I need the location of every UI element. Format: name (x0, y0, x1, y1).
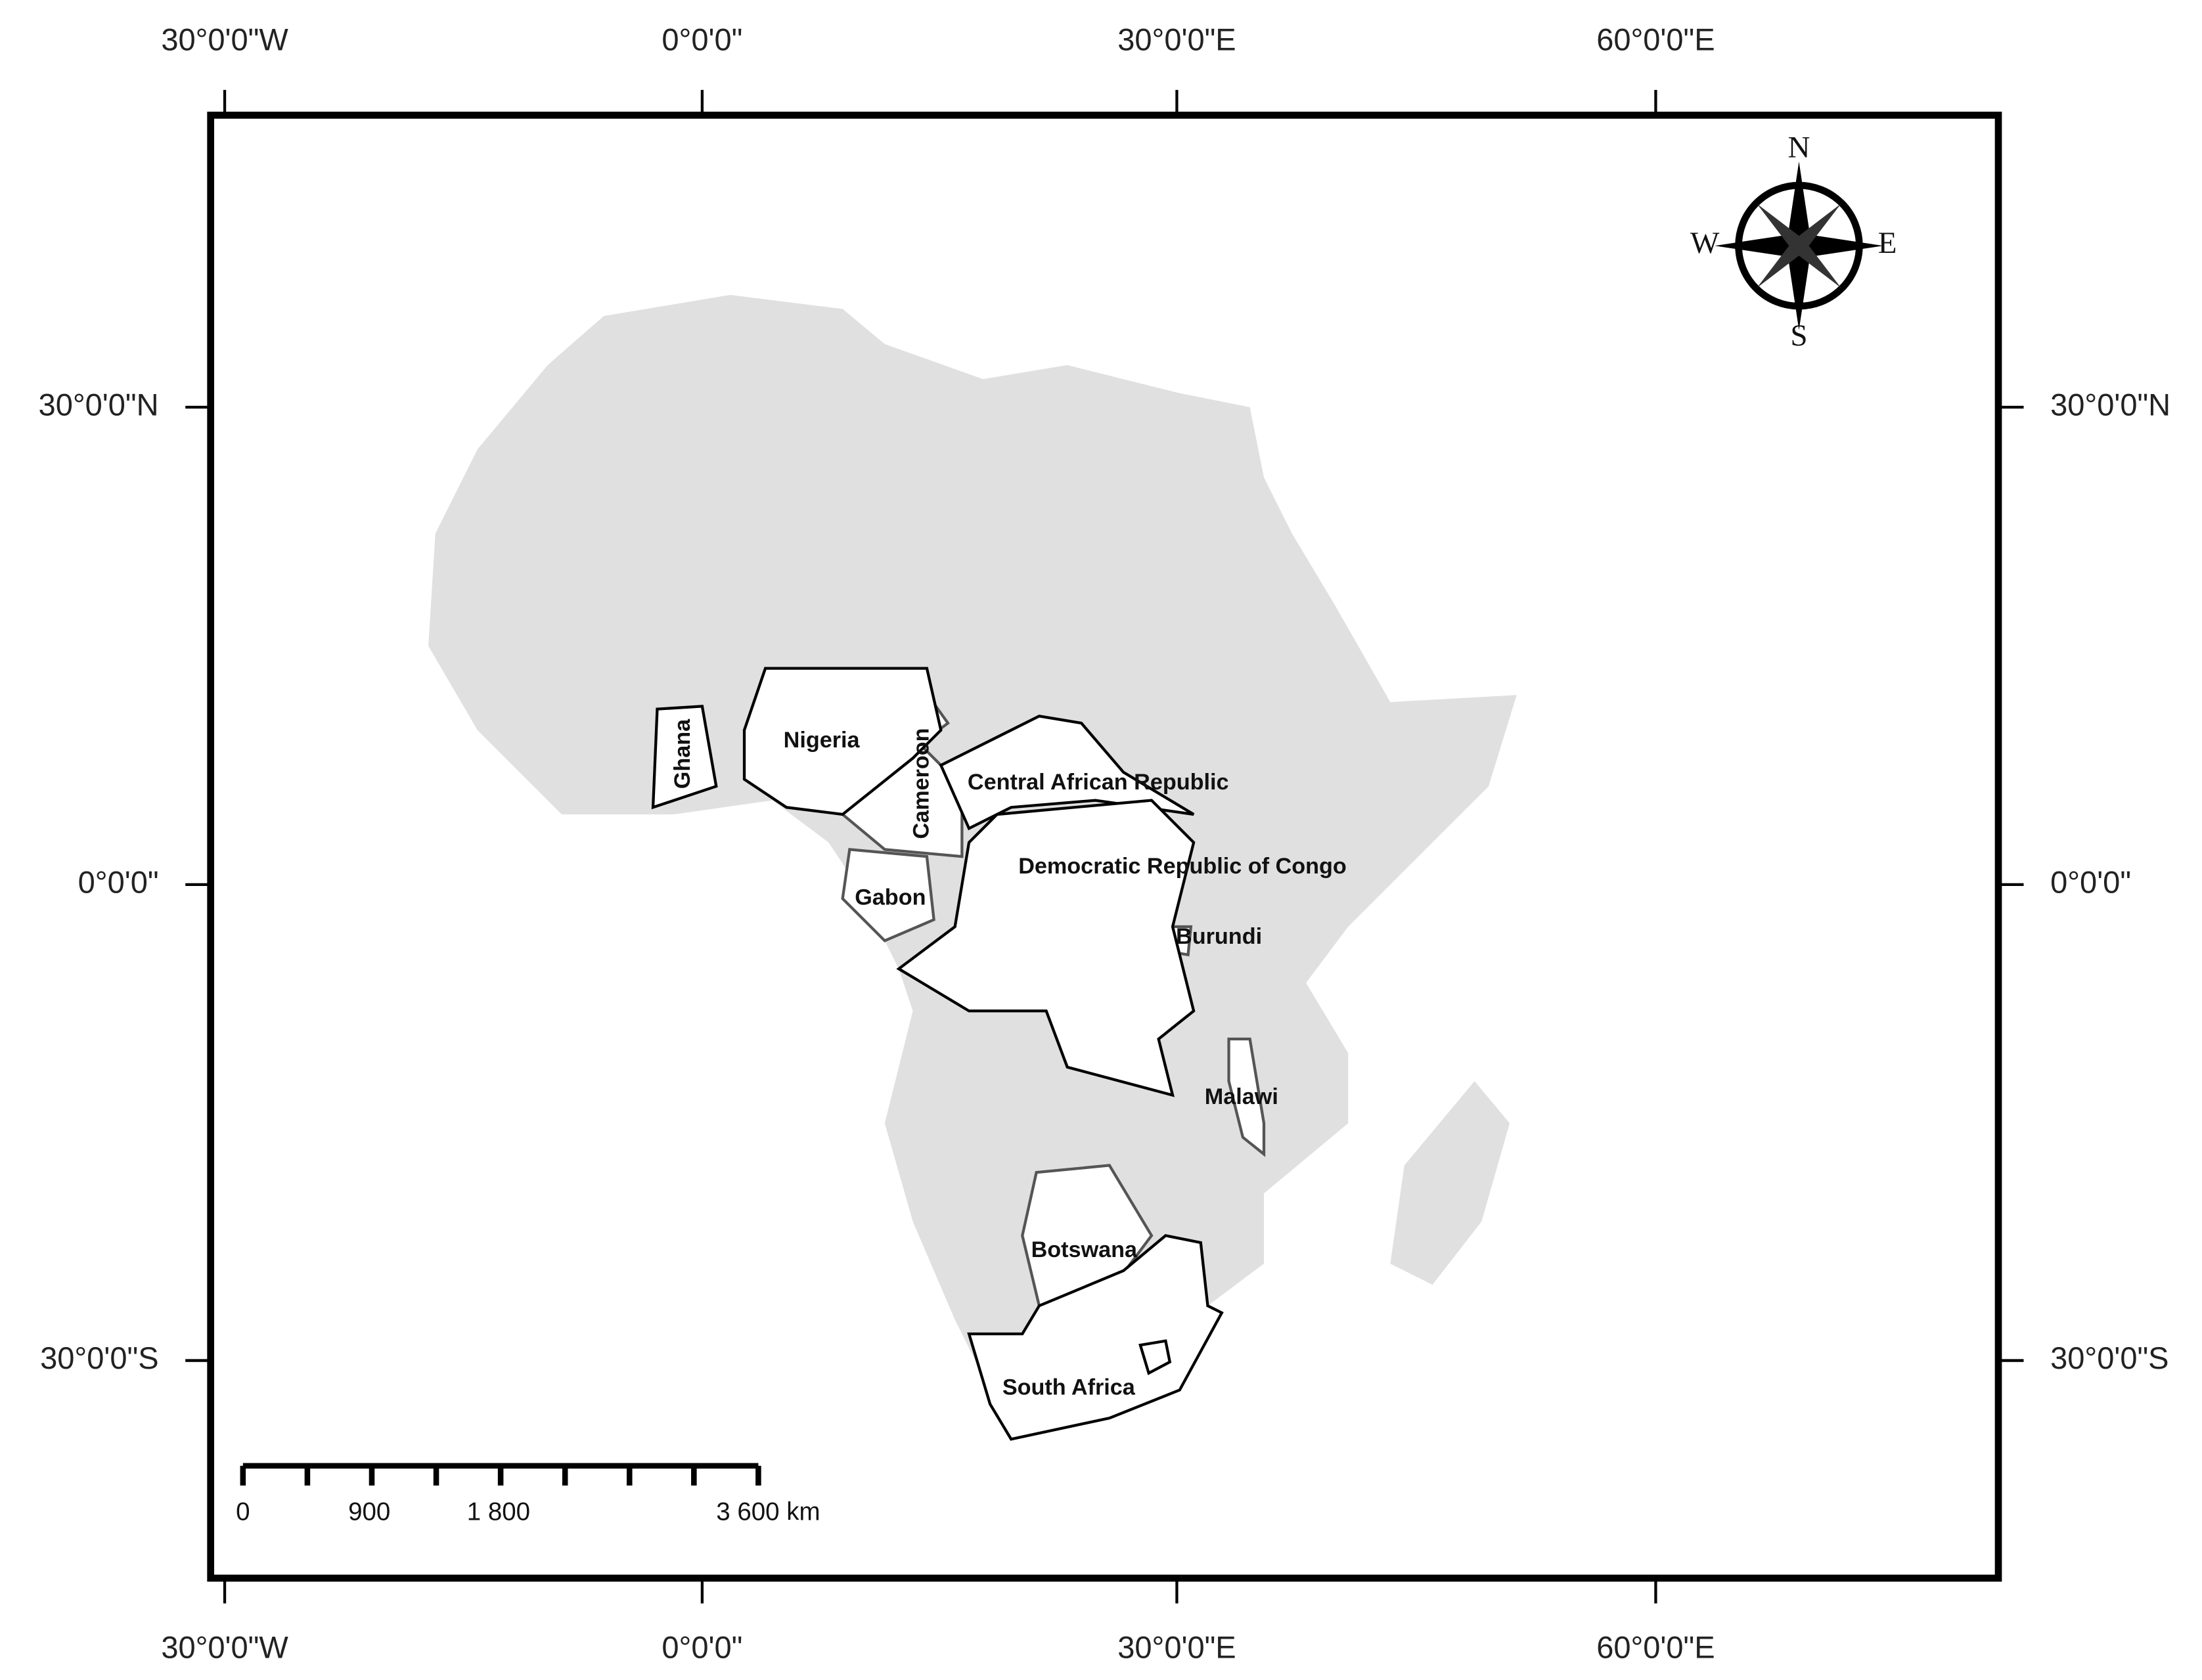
country-label: Malawi (1205, 1084, 1278, 1109)
lat-label-right: 0°0'0" (2050, 864, 2131, 899)
lat-label-left: 30°0'0"N (39, 387, 159, 422)
lon-label-bottom: 30°0'0"E (1117, 1629, 1236, 1664)
country-label: Nigeria (784, 728, 861, 753)
lat-label-right: 30°0'0"S (2050, 1340, 2168, 1375)
madagascar (1390, 1081, 1510, 1285)
lon-label-bottom: 0°0'0" (662, 1629, 742, 1664)
ghana-shape (651, 705, 718, 810)
lon-label-top: 30°0'0"W (161, 22, 288, 57)
country-label: Democratic Republic of Congo (1018, 854, 1347, 879)
lon-label-bottom: 60°0'0"E (1596, 1629, 1715, 1664)
scale-bar (240, 1463, 761, 1486)
scale-label: 1 800 (467, 1498, 530, 1526)
scale-label: 0 (236, 1498, 250, 1526)
south-africa-shape (967, 1234, 1224, 1441)
countries (651, 667, 1266, 1441)
lon-label-bottom: 30°0'0"W (161, 1629, 288, 1664)
scale-label: 3 600 km (716, 1498, 820, 1526)
country-label: Gabon (855, 885, 926, 910)
lon-label-top: 30°0'0"E (1117, 22, 1236, 57)
compass-label: N (1787, 131, 1810, 165)
lat-label-left: 0°0'0" (78, 864, 159, 899)
country-label: Burundi (1176, 924, 1262, 949)
malawi-shape (1227, 1037, 1266, 1157)
compass-label: E (1878, 226, 1897, 260)
scale-label: 900 (348, 1498, 390, 1526)
gabon-shape (841, 848, 935, 942)
compass-rose (1715, 161, 1883, 330)
country-label: Cameroon (909, 728, 934, 839)
drc-shape (896, 799, 1196, 1097)
country-label: South Africa (1002, 1375, 1136, 1400)
compass-label: W (1690, 226, 1720, 260)
country-label: Botswana (1031, 1237, 1138, 1262)
compass-label: S (1790, 319, 1807, 353)
country-label: Ghana (670, 718, 695, 789)
nigeria-shape (742, 667, 943, 816)
country-label: Central African Republic (968, 770, 1229, 795)
lesotho-shape (1138, 1339, 1172, 1375)
compass-star-diagonal (1757, 204, 1841, 288)
lon-label-top: 60°0'0"E (1596, 22, 1715, 57)
car-shape (939, 715, 1195, 831)
lat-label-right: 30°0'0"N (2050, 387, 2170, 422)
lat-label-left: 30°0'0"S (40, 1340, 158, 1375)
lon-label-top: 0°0'0" (662, 22, 742, 57)
